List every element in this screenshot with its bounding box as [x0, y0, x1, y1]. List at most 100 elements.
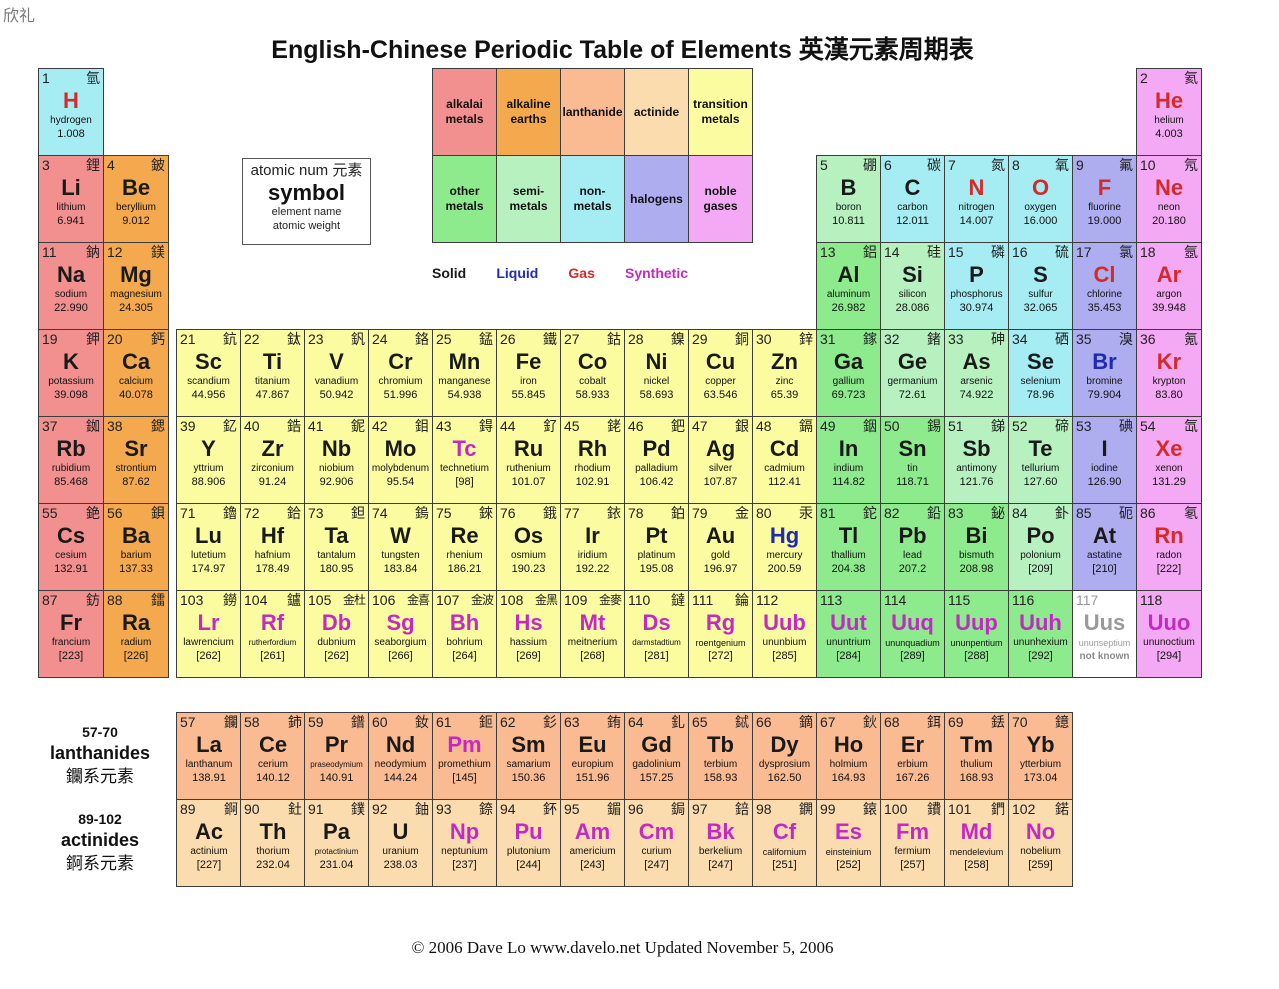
element-symbol: Uus	[1083, 610, 1126, 635]
chinese-name: 金黑	[534, 593, 558, 607]
element-symbol: Lu	[195, 523, 222, 548]
element-symbol: K	[63, 349, 79, 374]
legend-transition-metals: transition metals	[688, 68, 753, 156]
chinese-name: 鋁	[863, 244, 877, 260]
atomic-weight: 167.26	[895, 772, 930, 784]
element-cell-Ar: 18 氬 Ar argon 39.948	[1136, 242, 1202, 330]
atomic-weight: 192.22	[575, 563, 610, 575]
atomic-weight: 44.956	[191, 389, 226, 401]
atomic-weight: 14.007	[959, 215, 994, 227]
element-cell-Sc: 21 鈧 Sc scandium 44.956	[176, 329, 241, 417]
atomic-number: 99	[820, 801, 836, 817]
atomic-weight: [243]	[580, 859, 605, 871]
atomic-number: 88	[107, 592, 123, 608]
chinese-name: 鈉	[86, 244, 100, 260]
atomic-weight: 132.91	[54, 563, 88, 575]
atomic-number: 78	[628, 505, 644, 521]
atomic-number: 70	[1012, 714, 1028, 730]
chinese-name: 鑭	[224, 714, 238, 730]
element-symbol: Te	[1028, 436, 1053, 461]
atomic-weight: 16.000	[1023, 215, 1058, 227]
element-symbol: Ti	[262, 349, 283, 374]
atomic-number: 24	[372, 331, 388, 347]
atomic-number: 6	[884, 157, 892, 173]
atomic-number: 42	[372, 418, 388, 434]
atomic-number: 38	[107, 418, 123, 434]
element-cell-Re: 75 錸 Re rhenium 186.21	[432, 503, 497, 591]
chinese-name: 鐽	[671, 592, 685, 608]
atomic-weight: [285]	[772, 650, 797, 662]
element-symbol: Rg	[705, 610, 736, 635]
chinese-name: 鋇	[151, 505, 165, 521]
element-cell-No: 102 鍩 No nobelium [259]	[1008, 799, 1073, 887]
element-name: iodine	[1091, 463, 1118, 474]
chinese-name: 銅	[735, 331, 749, 347]
chinese-name: 釓	[671, 714, 685, 730]
element-name: indium	[833, 463, 864, 474]
element-symbol: Ga	[833, 349, 864, 374]
atomic-weight: 32.065	[1023, 302, 1058, 314]
element-symbol: N	[968, 175, 985, 200]
atomic-weight: 35.453	[1087, 302, 1122, 314]
element-symbol: La	[196, 732, 222, 757]
element-name: francium	[51, 637, 91, 648]
element-cell-Kr: 36 氪 Kr krypton 83.80	[1136, 329, 1202, 417]
atomic-weight: 39.098	[54, 389, 88, 401]
atomic-weight: [261]	[260, 650, 285, 662]
atomic-weight: 102.91	[575, 476, 610, 488]
element-name: ununoctium	[1143, 637, 1195, 648]
chinese-name: 鍶	[151, 418, 165, 434]
atomic-number: 115	[948, 592, 971, 608]
atomic-number: 23	[308, 331, 324, 347]
chinese-name: 碳	[927, 157, 941, 173]
element-cell-Hf: 72 鉿 Hf hafnium 178.49	[240, 503, 305, 591]
element-cell-Nd: 60 釹 Nd neodymium 144.24	[368, 712, 433, 800]
element-symbol: Ar	[1156, 262, 1182, 287]
legend-alkaline-earths: alkaline earths	[496, 68, 561, 156]
key-element-name: element name	[271, 206, 342, 218]
element-symbol: Uup	[955, 610, 998, 635]
atomic-number: 61	[436, 714, 452, 730]
actinides-name-zh: 錒系元素	[66, 853, 134, 873]
element-cell-Tm: 69 銩 Tm thulium 168.93	[944, 712, 1009, 800]
element-cell-Bh: 107 金波 Bh bohrium [264]	[432, 590, 497, 678]
element-name: polonium	[1020, 550, 1061, 561]
atomic-number: 12	[107, 244, 123, 260]
atomic-number: 62	[500, 714, 516, 730]
element-name: arsenic	[960, 376, 993, 387]
element-symbol: In	[838, 436, 859, 461]
atomic-number: 98	[756, 801, 772, 817]
element-cell-Lu: 71 鑥 Lu lutetium 174.97	[176, 503, 241, 591]
element-name: beryllium	[115, 202, 156, 213]
atomic-number: 113	[820, 592, 843, 608]
element-symbol: Cu	[705, 349, 736, 374]
element-cell-Fe: 26 鐵 Fe iron 55.845	[496, 329, 561, 417]
chinese-name: 鍀	[479, 418, 493, 434]
atomic-number: 104	[244, 592, 268, 608]
element-symbol: Cd	[769, 436, 800, 461]
legend-lanthanide: lanthanide	[560, 68, 625, 156]
atomic-weight: 200.59	[767, 563, 802, 575]
atomic-weight: 88.906	[191, 476, 226, 488]
element-symbol: Ra	[121, 610, 151, 635]
atomic-weight: 140.91	[319, 772, 354, 784]
chinese-name: 氫	[86, 70, 100, 86]
legend-noble-gases: noble gases	[688, 155, 753, 243]
atomic-weight: 131.29	[1152, 476, 1186, 488]
element-cell-Ti: 22 鈦 Ti titanium 47.867	[240, 329, 305, 417]
state-legend-liquid: Liquid	[496, 265, 539, 281]
atomic-number: 11	[42, 244, 57, 260]
atomic-number: 112	[756, 592, 779, 608]
atomic-number: 74	[372, 505, 388, 521]
chinese-name: 銪	[607, 714, 621, 730]
element-name: mercury	[766, 550, 803, 561]
element-name: ununtrium	[826, 637, 871, 648]
atomic-number: 65	[692, 714, 708, 730]
atomic-number: 41	[308, 418, 324, 434]
element-name: strontium	[115, 463, 157, 474]
